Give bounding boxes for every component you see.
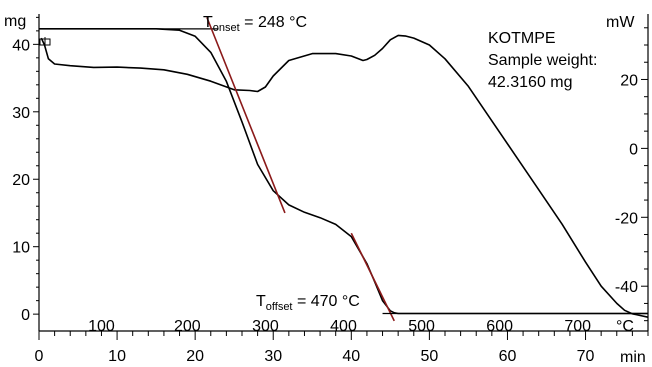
x-tick-label-10: 10 xyxy=(108,348,126,365)
sample-weight-value: 42.3160 mg xyxy=(488,74,573,91)
temp-tick-label-200: 200 xyxy=(174,318,201,335)
onset-label: T xyxy=(203,14,213,31)
x-tick-label-0: 0 xyxy=(35,348,44,365)
plot-frame xyxy=(38,14,649,332)
y-right-tick-label--20: -20 xyxy=(615,210,638,227)
tangent-line-3 xyxy=(350,232,395,322)
y-left-tick-label-10: 10 xyxy=(12,240,30,257)
temp-tick-label-400: 400 xyxy=(330,318,357,335)
dsc-curve xyxy=(40,34,649,318)
temp-tick-label-500: 500 xyxy=(408,318,435,335)
x-tick-label-20: 20 xyxy=(186,348,204,365)
y-right-unit: mW xyxy=(606,14,635,31)
y-left-unit: mg xyxy=(4,13,26,30)
onset-value: = 248 °C xyxy=(240,14,307,31)
y-left-tick-label-0: 0 xyxy=(21,307,30,324)
x-tick-label-60: 60 xyxy=(499,348,517,365)
sample-name: KOTMPE xyxy=(488,30,556,47)
temp-tick-label-600: 600 xyxy=(486,318,513,335)
y-left-tick-label-30: 30 xyxy=(12,105,30,122)
onset-subscript: onset xyxy=(213,22,240,34)
temp-tick-label-300: 300 xyxy=(252,318,279,335)
y-left-tick-label-20: 20 xyxy=(12,172,30,189)
y-right-tick-label--40: -40 xyxy=(615,279,638,296)
temp-tick-label-100: 100 xyxy=(88,318,115,335)
offset-annotation: Toffset = 470 °C xyxy=(256,293,360,313)
x-tick-label-30: 30 xyxy=(264,348,282,365)
x-tick-label-70: 70 xyxy=(577,348,595,365)
temp-tick-label-700: 700 xyxy=(564,318,591,335)
offset-value: = 470 °C xyxy=(293,293,360,310)
tg-curve xyxy=(39,28,648,315)
y-left-tick-label-40: 40 xyxy=(12,37,30,54)
x-time-unit: min xyxy=(620,349,646,366)
sample-weight-label: Sample weight: xyxy=(488,52,597,69)
tangent-line-2 xyxy=(206,17,286,214)
y-right-tick-label-20: 20 xyxy=(620,72,638,89)
temp-unit: °C xyxy=(616,318,634,335)
onset-annotation: Tonset = 248 °C xyxy=(203,14,307,34)
tangents-layer xyxy=(156,17,648,322)
curve-start-marker xyxy=(39,37,51,47)
x-tick-label-40: 40 xyxy=(342,348,360,365)
curves-layer xyxy=(39,28,649,318)
y-right-tick-label-0: 0 xyxy=(629,141,638,158)
offset-label: T xyxy=(256,293,266,310)
x-tick-label-50: 50 xyxy=(420,348,438,365)
offset-subscript: offset xyxy=(266,301,293,313)
